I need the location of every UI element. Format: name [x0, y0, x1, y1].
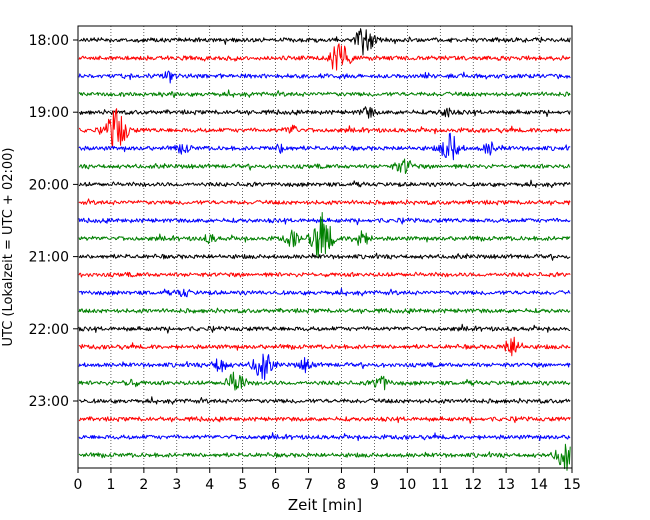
x-axis-title: Zeit [min] [288, 496, 362, 514]
y-tick-label-18:00: 18:00 [29, 33, 69, 49]
x-tick-label-13: 13 [497, 477, 515, 493]
trace-2300 [78, 396, 571, 405]
trace-1915 [79, 108, 571, 148]
trace-1830 [78, 70, 571, 84]
trace-2000 [78, 179, 571, 189]
trace-2100 [78, 252, 571, 261]
trace-2230 [78, 353, 571, 381]
trace-1845 [78, 89, 571, 99]
x-tick-label-10: 10 [398, 477, 416, 493]
x-axis: 0 1 2 3 4 5 6 7 8 9 10 11 12 13 14 15 [74, 468, 581, 493]
trace-1815 [78, 43, 571, 71]
trace-2145 [78, 307, 571, 315]
y-axis: 18:00 19:00 20:00 21:00 22:00 23:00 [29, 33, 78, 410]
trace-2245 [78, 371, 571, 391]
trace-2345 [78, 443, 571, 471]
y-tick-label-22:00: 22:00 [29, 322, 69, 338]
y-tick-label-23:00: 23:00 [29, 394, 69, 410]
x-tick-label-0: 0 [74, 477, 83, 493]
x-tick-label-15: 15 [563, 477, 581, 493]
trace-2130 [78, 287, 571, 298]
x-tick-label-9: 9 [370, 477, 379, 493]
plot-frame [77, 25, 573, 469]
trace-2115 [78, 271, 571, 278]
x-tick-label-6: 6 [271, 477, 280, 493]
x-tick-label-14: 14 [530, 477, 548, 493]
trace-2030 [78, 217, 571, 226]
trace-1800 [78, 28, 571, 56]
trace-2315 [78, 416, 571, 424]
x-tick-label-5: 5 [238, 477, 247, 493]
y-axis-title: UTC (Lokalzeit = UTC + 02:00) [1, 148, 16, 347]
trace-2200 [78, 323, 571, 334]
x-tick-label-12: 12 [464, 477, 482, 493]
x-tick-label-7: 7 [304, 477, 313, 493]
trace-1900 [78, 106, 571, 119]
trace-2045 [78, 212, 571, 259]
x-tick-label-2: 2 [139, 477, 148, 493]
x-tick-label-1: 1 [106, 477, 115, 493]
trace-2015 [78, 198, 571, 206]
x-tick-label-4: 4 [205, 477, 214, 493]
trace-1945 [78, 158, 571, 174]
y-tick-label-19:00: 19:00 [29, 105, 69, 121]
y-tick-label-21:00: 21:00 [29, 250, 69, 266]
trace-1930 [78, 132, 571, 161]
x-tick-label-3: 3 [172, 477, 181, 493]
traces-layer [78, 28, 571, 471]
x-tick-label-11: 11 [431, 477, 449, 493]
x-tick-label-8: 8 [337, 477, 346, 493]
y-tick-label-20:00: 20:00 [29, 177, 69, 193]
trace-2330 [78, 432, 571, 442]
trace-2215 [78, 336, 571, 357]
